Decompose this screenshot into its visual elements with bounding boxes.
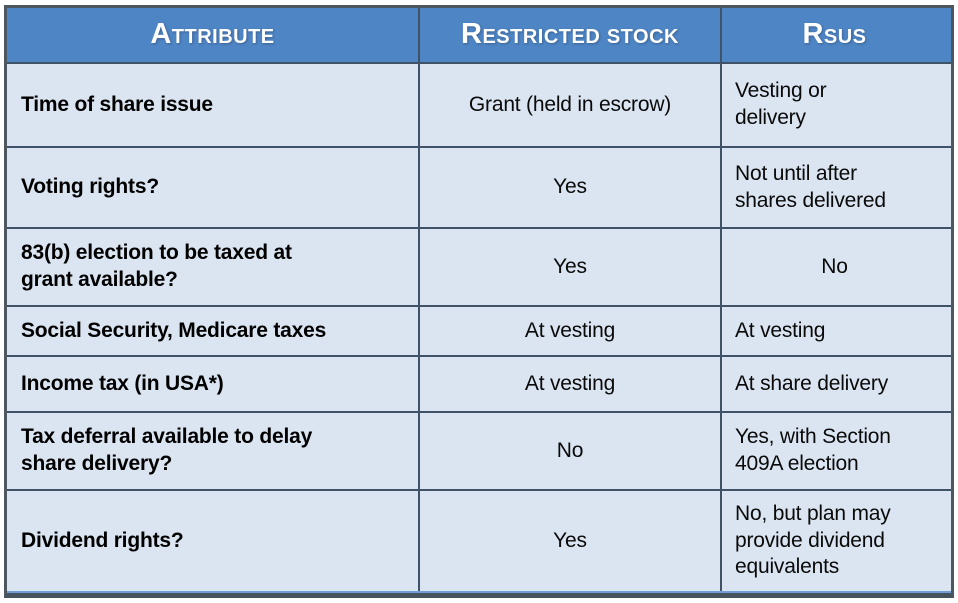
attribute-cell: Dividend rights? (21, 528, 184, 552)
attribute-cell: Social Security, Medicare taxes (21, 318, 327, 342)
attribute-cell: Income tax (in USA*) (21, 371, 224, 395)
attribute-cell: Voting rights? (21, 175, 159, 199)
column-header-rsus: Rsus (720, 8, 947, 62)
restricted-stock-cell: Yes (418, 229, 720, 305)
table-row: Social Security, Medicare taxes At vesti… (7, 305, 951, 355)
table-body: Time of share issue Grant (held in escro… (7, 62, 951, 591)
table-row: Tax deferral available to delay share de… (7, 411, 951, 489)
column-header-attribute: Attribute (150, 18, 275, 51)
attribute-cell: Time of share issue (21, 92, 213, 116)
attribute-cell: Tax deferral available to delay share de… (21, 425, 313, 475)
table-header-row: Attribute Restricted stock Rsus (7, 8, 951, 62)
table-row: Income tax (in USA*) At vesting At share… (7, 355, 951, 411)
restricted-stock-cell: No (418, 413, 720, 489)
rsus-cell: Vesting or delivery (720, 64, 947, 146)
rsus-cell: At share delivery (720, 357, 947, 411)
table-row: Time of share issue Grant (held in escro… (7, 62, 951, 146)
rsus-cell: Yes, with Section 409A election (720, 413, 947, 489)
rsus-cell: At vesting (720, 307, 947, 355)
rsus-cell: No (720, 229, 947, 305)
restricted-stock-cell: At vesting (418, 307, 720, 355)
rsus-cell: Not until after shares delivered (720, 148, 947, 227)
table-row: Voting rights? Yes Not until after share… (7, 146, 951, 227)
attribute-cell: 83(b) election to be taxed at grant avai… (21, 241, 292, 291)
comparison-table: Attribute Restricted stock Rsus Time of … (4, 5, 954, 598)
restricted-stock-cell: At vesting (418, 357, 720, 411)
restricted-stock-cell: Grant (held in escrow) (418, 64, 720, 146)
restricted-stock-cell: Yes (418, 491, 720, 591)
table-bottom-accent (7, 591, 951, 593)
table-row: 83(b) election to be taxed at grant avai… (7, 227, 951, 305)
rsus-cell: No, but plan may provide dividend equiva… (720, 491, 947, 591)
table-row: Dividend rights? Yes No, but plan may pr… (7, 489, 951, 591)
restricted-stock-cell: Yes (418, 148, 720, 227)
column-header-restricted-stock: Restricted stock (418, 8, 720, 62)
